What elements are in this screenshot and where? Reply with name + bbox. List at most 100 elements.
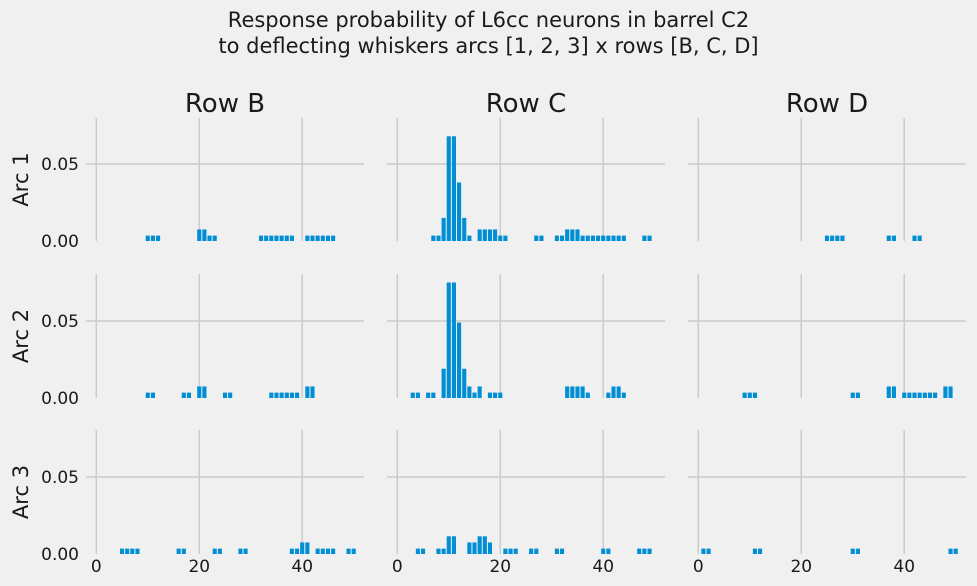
y-tick-label: 0.05 — [41, 312, 79, 332]
bar — [621, 235, 626, 241]
bar — [621, 392, 626, 398]
x-tick-label: 40 — [592, 557, 614, 577]
bar — [274, 235, 279, 241]
bar — [606, 548, 611, 554]
column-title: Row C — [486, 89, 567, 119]
bar — [269, 235, 274, 241]
bar — [238, 548, 243, 554]
bar — [642, 235, 647, 241]
bar — [647, 235, 652, 241]
row-label: Arc 1 — [9, 152, 33, 206]
bar — [441, 368, 446, 398]
bar — [482, 229, 487, 241]
bar — [616, 386, 621, 398]
bar — [472, 542, 477, 554]
bar — [580, 235, 585, 241]
bar — [305, 542, 310, 554]
bar — [467, 235, 472, 241]
row-label: Arc 2 — [9, 309, 33, 363]
bar — [902, 392, 907, 398]
bar — [606, 235, 611, 241]
bar — [451, 536, 456, 554]
bar — [462, 368, 467, 398]
bar — [295, 548, 300, 554]
bar — [186, 392, 192, 398]
bar — [310, 386, 315, 398]
bar — [431, 392, 436, 398]
bar — [590, 235, 595, 241]
bar — [436, 548, 441, 554]
bar — [559, 235, 565, 241]
bar — [503, 235, 508, 241]
bar — [264, 235, 269, 241]
figure-title-line-2: to deflecting whiskers arcs [1, 2, 3] x … — [218, 34, 759, 58]
bar — [953, 548, 958, 554]
bar — [197, 229, 202, 241]
bar — [315, 548, 320, 554]
bar — [130, 548, 135, 554]
bar — [642, 548, 647, 554]
bar — [197, 386, 202, 398]
bar — [150, 392, 155, 398]
bar — [441, 217, 446, 241]
bar — [850, 548, 855, 554]
subplot-panel — [688, 118, 966, 241]
bar — [289, 235, 294, 241]
bar — [415, 392, 420, 398]
bar — [948, 548, 953, 554]
bar — [565, 229, 570, 241]
bar — [320, 548, 325, 554]
bar — [279, 392, 284, 398]
bar — [508, 548, 513, 554]
bar — [181, 548, 186, 554]
bar — [477, 229, 482, 241]
bar — [606, 392, 611, 398]
x-tick-label: 0 — [693, 557, 704, 577]
y-tick-label: 0.00 — [41, 545, 79, 565]
bar — [917, 392, 922, 398]
bar — [701, 548, 706, 554]
bar — [289, 548, 294, 554]
x-tick-label: 0 — [91, 557, 102, 577]
bar — [498, 235, 503, 241]
bar — [202, 386, 207, 398]
bar — [596, 235, 601, 241]
bar — [451, 282, 456, 398]
bar — [477, 386, 482, 398]
bar — [840, 235, 845, 241]
bar — [310, 235, 315, 241]
bar — [637, 548, 642, 554]
bar — [891, 235, 896, 241]
bar — [451, 136, 456, 241]
bar — [747, 392, 752, 398]
x-tick-label: 20 — [489, 557, 511, 577]
bar — [295, 392, 300, 398]
bar — [212, 548, 217, 554]
x-tick-label: 20 — [188, 557, 210, 577]
bar — [274, 392, 279, 398]
subplot-panel: 0 20 40 — [387, 430, 665, 577]
bar — [498, 392, 503, 398]
bar — [529, 548, 534, 554]
subplot-panel: 0.00 0.05 0 20 40 — [41, 430, 364, 577]
bar — [487, 542, 493, 554]
bar — [156, 235, 161, 241]
bar — [305, 386, 310, 398]
bar — [927, 392, 933, 398]
subplot-panel — [387, 274, 665, 398]
bar — [331, 235, 336, 241]
bar — [886, 386, 891, 398]
bar — [119, 548, 125, 554]
bar — [431, 235, 436, 241]
y-tick-label: 0.00 — [41, 232, 79, 252]
bar — [855, 548, 860, 554]
bar — [601, 548, 606, 554]
bar — [457, 182, 462, 241]
bar — [284, 235, 289, 241]
bar — [575, 386, 580, 398]
bar — [855, 392, 860, 398]
bar — [289, 392, 294, 398]
bar — [570, 229, 575, 241]
